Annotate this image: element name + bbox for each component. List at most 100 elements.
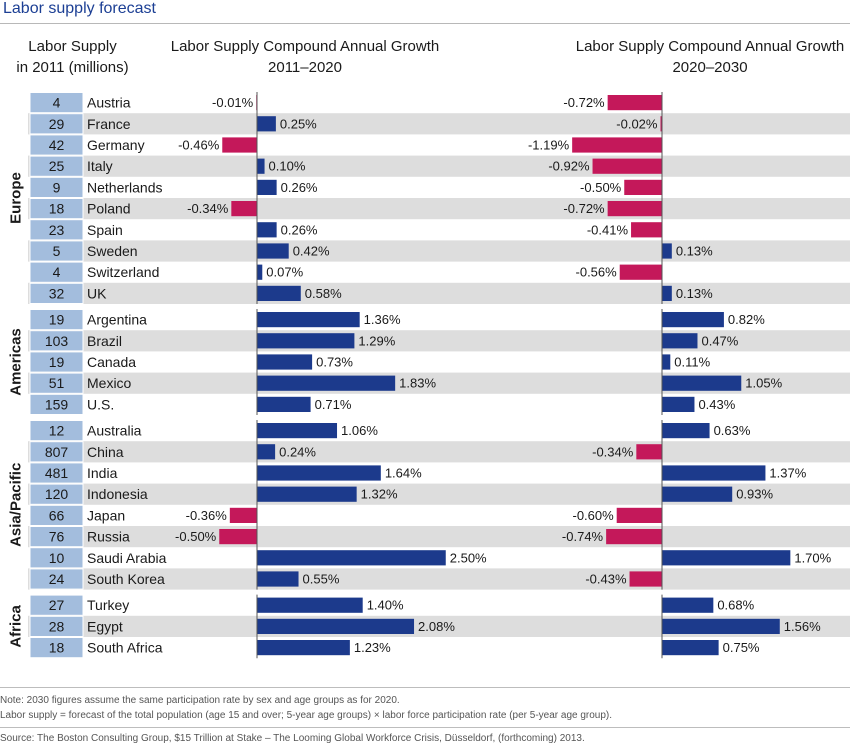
supply-cell — [29, 594, 84, 616]
supply-value: 42 — [49, 137, 65, 153]
supply-cell — [29, 462, 84, 484]
country-label: Switzerland — [87, 264, 159, 280]
growth2-value-label: 1.70% — [794, 550, 831, 565]
growth1-bar — [257, 640, 350, 656]
supply-value: 19 — [49, 354, 65, 370]
growth1-header: Labor Supply Compound Annual Growth 2011… — [160, 36, 450, 78]
country-label: Saudi Arabia — [87, 550, 167, 566]
growth1-value-label: 1.64% — [385, 466, 422, 481]
row-stripe — [28, 330, 850, 352]
supply-cell — [29, 420, 84, 442]
supply-cell — [29, 282, 84, 304]
growth1-value-label: 2.08% — [418, 619, 455, 634]
country-label: Turkey — [87, 597, 129, 613]
row-stripe — [28, 526, 850, 548]
supply-value: 51 — [49, 375, 65, 391]
growth1-bar — [257, 486, 357, 502]
supply-value: 120 — [45, 486, 69, 502]
growth2-bar — [662, 423, 710, 439]
growth1-bar — [257, 465, 381, 481]
growth1-value-label: 0.58% — [305, 286, 342, 301]
country-label: Netherlands — [87, 179, 163, 195]
growth1-value-label: -0.46% — [178, 138, 220, 153]
growth2-header-line1: Labor Supply Compound Annual Growth — [575, 38, 845, 55]
growth2-value-label: -0.43% — [585, 572, 627, 587]
growth2-bar — [662, 486, 733, 502]
growth2-value-label: 0.93% — [736, 487, 773, 502]
growth1-value-label: 0.25% — [280, 116, 317, 131]
growth2-bar — [592, 158, 662, 174]
supply-cell — [29, 155, 84, 177]
growth2-value-label: -1.19% — [528, 138, 570, 153]
growth1-value-label: -0.36% — [186, 508, 228, 523]
supply-cell — [29, 113, 84, 135]
country-label: South Korea — [87, 571, 165, 587]
supply-value: 66 — [49, 507, 65, 523]
growth1-value-label: -0.50% — [175, 529, 217, 544]
country-label: U.S. — [87, 396, 114, 412]
growth2-bar — [572, 137, 662, 153]
country-label: Mexico — [87, 375, 132, 391]
supply-cell — [29, 198, 84, 220]
growth2-value-label: 0.75% — [723, 640, 760, 655]
growth1-bar — [231, 201, 257, 217]
growth2-bar — [606, 529, 662, 545]
country-label: France — [87, 116, 131, 132]
growth2-value-label: 0.13% — [676, 286, 713, 301]
growth2-bar — [662, 333, 698, 349]
row-stripe — [28, 198, 850, 220]
supply-cell — [29, 219, 84, 241]
figure-title: Labor supply forecast — [3, 0, 156, 17]
growth1-header-line2: 2011–2020 — [268, 59, 342, 76]
growth2-value-label: 0.68% — [717, 598, 754, 613]
source-divider — [0, 727, 850, 728]
growth1-bar — [219, 529, 257, 545]
growth2-bar — [662, 550, 791, 566]
supply-cell — [29, 134, 84, 156]
growth1-bar — [222, 137, 257, 153]
growth1-bar — [257, 285, 301, 301]
growth2-header: Labor Supply Compound Annual Growth 2020… — [565, 36, 850, 78]
growth1-bar — [257, 333, 355, 349]
growth1-value-label: 1.06% — [341, 423, 378, 438]
supply-value: 76 — [49, 529, 65, 545]
group-label-asia-pacific: Asia/Pacific — [8, 463, 25, 547]
supply-header-line1: Labor Supply — [28, 38, 117, 55]
row-stripe — [28, 615, 850, 637]
growth2-value-label: 1.56% — [784, 619, 821, 634]
growth1-value-label: 1.36% — [364, 312, 401, 327]
growth1-bar — [257, 312, 360, 328]
growth2-header-line2: 2020–2030 — [672, 59, 748, 76]
supply-value: 23 — [49, 222, 65, 238]
growth2-bar — [662, 354, 671, 370]
country-label: South Africa — [87, 640, 163, 656]
growth1-bar — [229, 507, 257, 523]
note-line-2: Labor supply = forecast of the total pop… — [0, 710, 613, 721]
growth1-value-label: 1.23% — [354, 640, 391, 655]
growth2-bar — [629, 571, 662, 587]
growth2-bar — [607, 201, 662, 217]
supply-value: 18 — [49, 640, 65, 656]
country-label: Austria — [87, 95, 131, 111]
country-label: Brazil — [87, 333, 122, 349]
supply-value: 10 — [49, 550, 65, 566]
growth2-bar — [662, 375, 742, 391]
growth2-value-label: -0.34% — [592, 444, 634, 459]
growth2-bar — [624, 179, 662, 195]
supply-header-line2: in 2011 (millions) — [16, 59, 129, 76]
growth2-value-label: 0.11% — [674, 355, 710, 370]
country-label: Poland — [87, 201, 131, 217]
growth2-bar — [662, 312, 724, 328]
growth2-bar — [662, 640, 719, 656]
growth1-bar — [257, 243, 289, 259]
country-label: Italy — [87, 158, 113, 174]
growth1-bar — [257, 354, 313, 370]
growth2-bar — [662, 618, 780, 634]
growth1-value-label: 1.32% — [361, 487, 398, 502]
growth2-value-label: -0.56% — [576, 265, 618, 280]
growth2-value-label: -0.72% — [563, 201, 605, 216]
growth1-bar — [257, 116, 276, 132]
country-label: Russia — [87, 529, 130, 545]
supply-cell — [29, 547, 84, 569]
